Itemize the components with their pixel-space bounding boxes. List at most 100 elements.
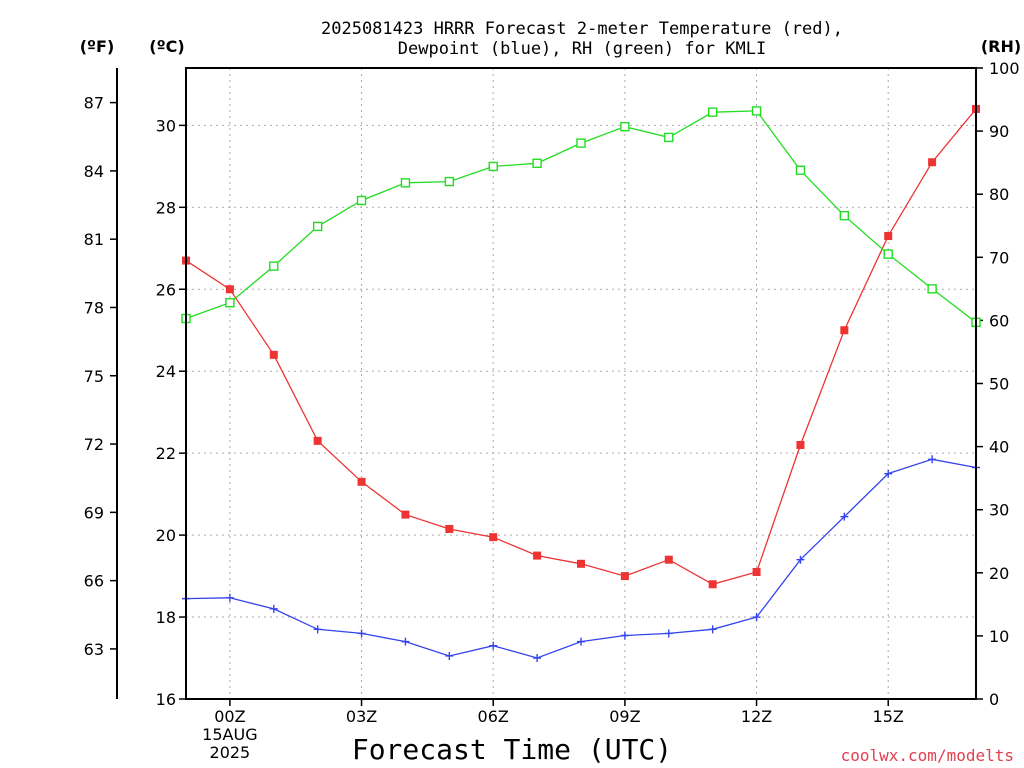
rh-point [927, 284, 937, 294]
temperature-point [752, 567, 761, 576]
rh-unit-label: (RH) [981, 37, 1021, 56]
temperature-point [445, 524, 454, 533]
x-tick-label: 00Z [214, 707, 245, 726]
temperature-point [533, 551, 542, 560]
celsius-tick-label: 28 [156, 198, 176, 217]
rh-tick-label: 50 [989, 375, 1009, 394]
x-tick-label: 12Z [741, 707, 772, 726]
dewpoint-point [533, 654, 542, 663]
temperature-point [664, 555, 673, 564]
fahrenheit-tick-label: 84 [84, 162, 104, 181]
rh-tick-label: 40 [989, 438, 1009, 457]
credit-text: coolwx.com/modelts [841, 746, 1014, 765]
rh-point [883, 249, 893, 259]
rh-tick-label: 30 [989, 501, 1009, 520]
temperature-point [840, 326, 849, 335]
rh-point [400, 178, 411, 188]
dewpoint-point [796, 555, 805, 564]
rh-tick-label: 70 [989, 248, 1009, 267]
dewpoint-point [489, 641, 498, 650]
dewpoint-point [401, 637, 410, 646]
dewpoint-point [840, 512, 849, 521]
temperature-series [182, 104, 980, 589]
temperature-point [401, 510, 410, 519]
rh-point [488, 161, 498, 172]
rh-series [181, 106, 981, 327]
fahrenheit-tick-label: 63 [84, 640, 104, 659]
grid [186, 68, 976, 699]
rh-point [269, 261, 279, 271]
x-tick-label: 2025 [210, 743, 251, 762]
temperature-point [708, 580, 717, 589]
dewpoint-point [928, 455, 937, 464]
x-tick-label: 03Z [346, 707, 377, 726]
rh-point [225, 298, 235, 308]
fahrenheit-tick-label: 81 [84, 230, 104, 249]
rh-tick-label: 60 [989, 311, 1009, 330]
temperature-point [796, 440, 805, 449]
x-tick-label: 15AUG [202, 725, 257, 744]
celsius-unit-label: (ºC) [149, 37, 184, 56]
rh-point [620, 121, 630, 132]
rh-tick-label: 10 [989, 627, 1009, 646]
x-axis-label: Forecast Time (UTC) [352, 733, 672, 766]
temperature-point [313, 436, 322, 445]
temperature-point [620, 572, 629, 581]
temperature-point [928, 158, 937, 167]
dewpoint-point [577, 637, 585, 646]
dewpoint-point [357, 629, 366, 638]
celsius-tick-label: 16 [156, 690, 176, 709]
rh-point [576, 138, 586, 148]
fahrenheit-tick-label: 69 [84, 503, 104, 522]
temperature-point [269, 350, 278, 359]
temperature-point [489, 533, 498, 542]
dewpoint-point [884, 469, 893, 478]
rh-point [664, 132, 674, 143]
celsius-tick-label: 20 [156, 526, 176, 545]
x-tick-label: 06Z [478, 707, 509, 726]
rh-tick-label: 100 [989, 59, 1020, 78]
celsius-tick-label: 24 [156, 362, 176, 381]
rh-point [532, 158, 542, 168]
series [181, 104, 981, 663]
dewpoint-point [620, 631, 629, 640]
fahrenheit-unit-label: (ºF) [80, 37, 115, 56]
dewpoint-point [752, 613, 761, 622]
rh-point [839, 210, 850, 221]
dewpoint-point [269, 604, 278, 613]
temperature-point [357, 477, 366, 486]
plot-frame [185, 67, 977, 700]
rh-point [707, 107, 718, 117]
fahrenheit-tick-label: 66 [84, 572, 104, 591]
celsius-tick-label: 30 [156, 116, 176, 135]
rh-point [444, 176, 455, 187]
fahrenheit-tick-label: 87 [84, 94, 104, 113]
dewpoint-point [313, 625, 322, 634]
fahrenheit-tick-label: 78 [84, 298, 104, 317]
temperature-point [225, 285, 234, 294]
dewpoint-series [182, 455, 980, 663]
temperature-point [884, 231, 893, 240]
rh-tick-label: 90 [989, 122, 1009, 141]
x-tick-label: 15Z [873, 707, 904, 726]
rh-point [312, 221, 323, 232]
rh-point [795, 165, 806, 175]
dewpoint-line [185, 458, 977, 659]
rh-point [356, 195, 367, 206]
dewpoint-point [445, 651, 454, 660]
chart-title-line-1: 2025081423 HRRR Forecast 2-meter Tempera… [321, 19, 843, 39]
rh-tick-label: 20 [989, 564, 1009, 583]
x-tick-label: 09Z [609, 707, 640, 726]
celsius-tick-label: 22 [156, 444, 176, 463]
celsius-tick-label: 26 [156, 280, 176, 299]
temperature-point [577, 559, 585, 568]
dewpoint-point [225, 593, 234, 602]
fahrenheit-tick-label: 72 [84, 435, 104, 454]
rh-tick-label: 0 [989, 690, 999, 709]
dewpoint-point [664, 629, 673, 638]
rh-point [751, 106, 762, 116]
celsius-tick-label: 18 [156, 608, 176, 627]
temperature-line [185, 108, 977, 585]
